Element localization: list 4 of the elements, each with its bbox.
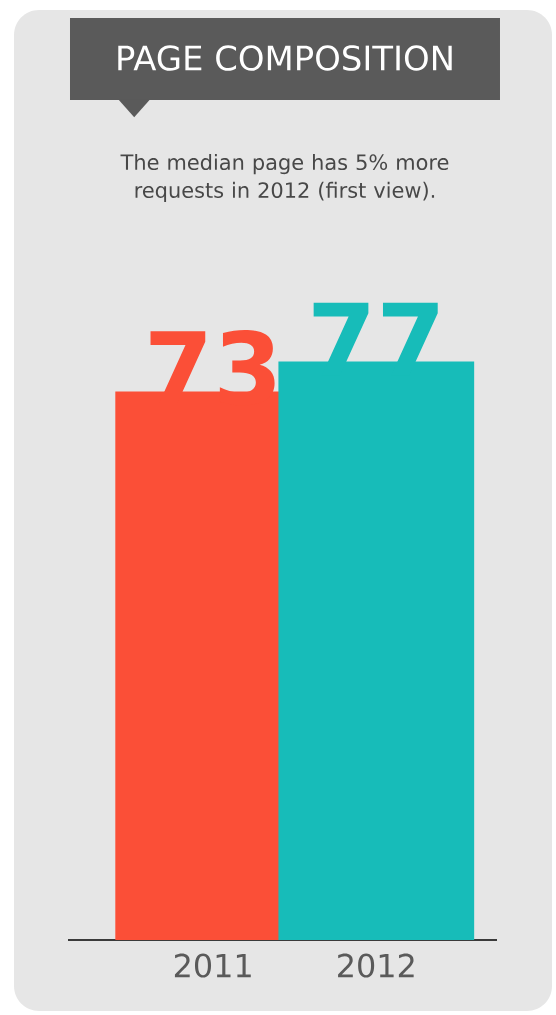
chart-subtitle: The median page has 5% more requests in 2012 (first view). <box>120 153 449 203</box>
x-tick-label: 2011 <box>174 953 251 978</box>
chart-title: PAGE COMPOSITION <box>118 45 452 71</box>
x-tick-label: 2012 <box>338 953 414 978</box>
